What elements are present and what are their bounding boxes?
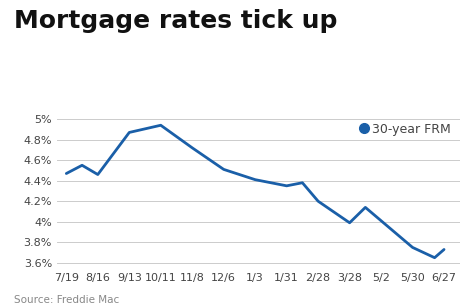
Text: Source: Freddie Mac: Source: Freddie Mac: [14, 295, 119, 305]
Text: Mortgage rates tick up: Mortgage rates tick up: [14, 9, 337, 33]
Legend: 30-year FRM: 30-year FRM: [357, 120, 454, 138]
